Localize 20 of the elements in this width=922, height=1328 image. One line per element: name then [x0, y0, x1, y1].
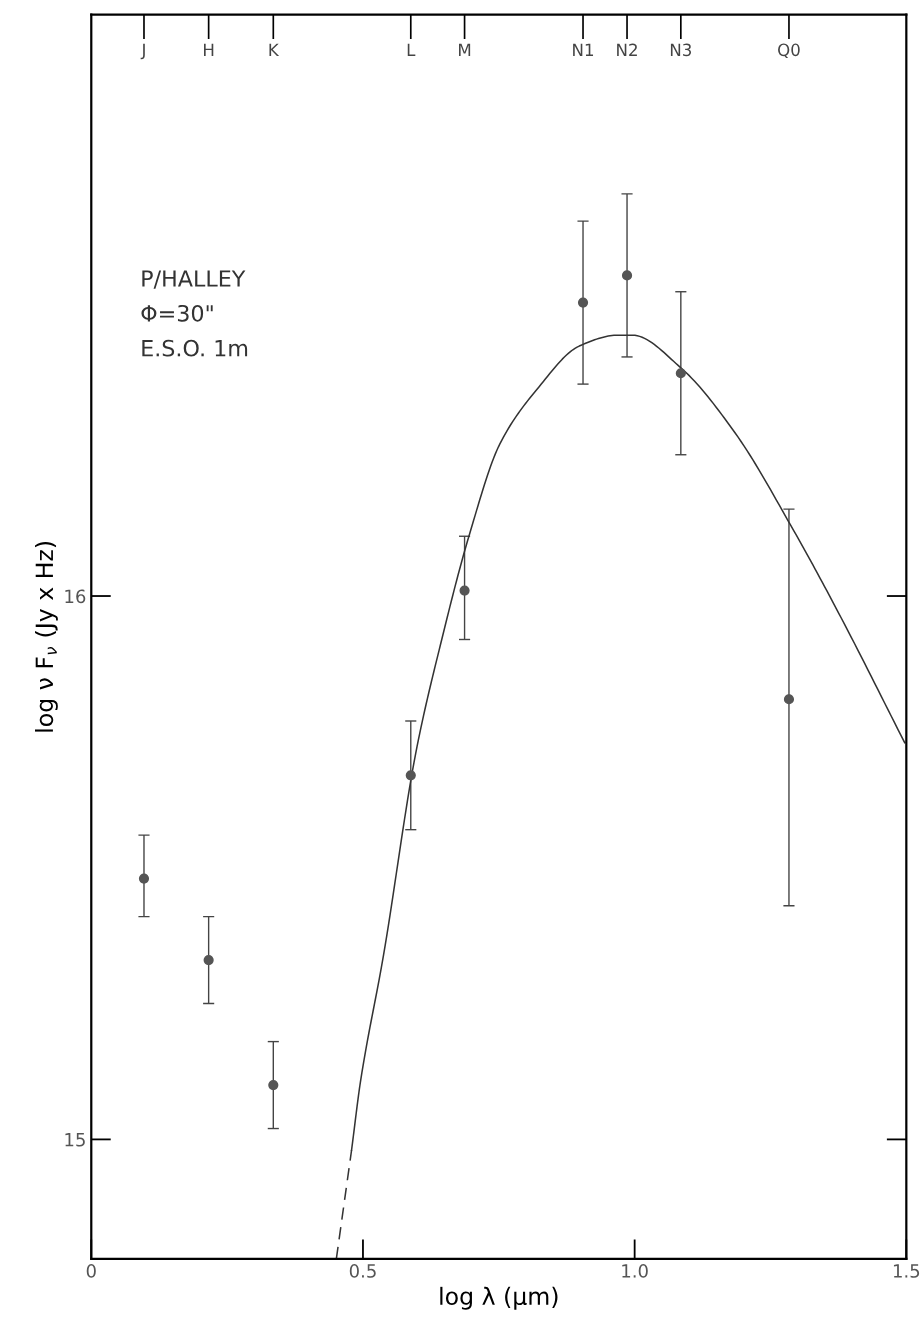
ref-line-label: H — [204, 43, 214, 56]
ref-line-label: Q0 — [778, 43, 800, 59]
annotation: P/HALLEY — [142, 270, 246, 289]
ref-line-label: K — [269, 43, 280, 56]
ref-line-label: N3 — [670, 43, 692, 57]
ref-line-label: J — [140, 43, 145, 60]
x-tick-label: 0.5 — [349, 1264, 376, 1278]
annotation: Φ=30" — [141, 304, 213, 322]
ref-line-label: M — [459, 43, 471, 56]
y-tick-label: 15 — [65, 1133, 85, 1147]
x-tick-label: 1.0 — [622, 1264, 648, 1278]
x-tick-label: 1.5 — [893, 1264, 920, 1278]
ref-line-label: N2 — [617, 43, 637, 56]
x-tick-label: 0 — [86, 1264, 96, 1278]
x-axis-title: log λ (μm) — [440, 1286, 558, 1310]
y-axis-title: log ν F$_{ν}$ (Jy x Hz) — [34, 541, 58, 732]
y-tick-label: 16 — [65, 589, 86, 604]
ref-line-label: L — [407, 43, 416, 56]
ref-line-label: N1 — [573, 43, 594, 56]
annotation: E.S.O. 1m — [142, 339, 248, 357]
